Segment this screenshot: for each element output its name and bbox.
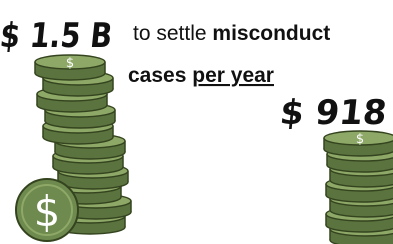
- infographic: $ $ $ $ 1.5 B to settle misconduct cases p…: [0, 0, 393, 244]
- coin-symbol: $: [356, 132, 364, 147]
- left-amount: $ 1.5 B: [0, 16, 114, 56]
- page: $ $ $ $ 1.5 B to settle misconduct cases p…: [0, 0, 393, 244]
- headline-line2: cases per year: [128, 64, 274, 87]
- headline-lead: to settle: [133, 22, 207, 45]
- coin-symbol: $: [66, 56, 74, 71]
- headline-cases: cases: [128, 64, 186, 87]
- big-coin-symbol: $: [34, 187, 61, 236]
- headline-per-year: per year: [192, 64, 274, 87]
- headline-line1: to settle misconduct: [133, 22, 330, 45]
- headline-bold: misconduct: [212, 22, 330, 45]
- right-amount: $ 918 M: [278, 93, 393, 133]
